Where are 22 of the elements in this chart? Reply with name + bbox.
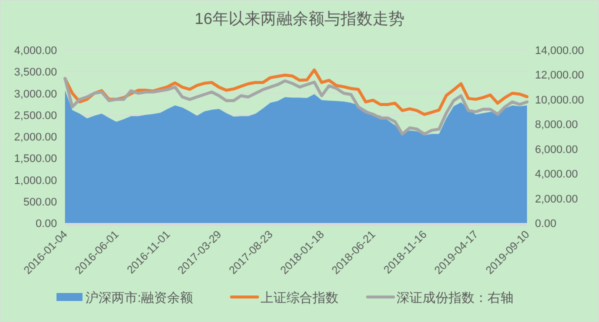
- y-tick-label: 2,500.00: [14, 110, 57, 122]
- y-tick-label: 3,000.00: [14, 88, 57, 100]
- y2-tick-label: 10,000.00: [535, 94, 584, 106]
- y2-tick-label: 14,000.00: [535, 45, 584, 57]
- y2-tick-label: 6,000.00: [535, 144, 578, 156]
- y-tick-label: 4,000.00: [14, 45, 57, 57]
- y2-tick-label: 0.00: [535, 218, 556, 230]
- y2-tick-label: 12,000.00: [535, 70, 584, 82]
- y-tick-label: 2,000.00: [14, 132, 57, 144]
- y2-tick-label: 4,000.00: [535, 168, 578, 181]
- legend-label: 沪深两市:融资余额: [86, 290, 194, 305]
- line-series: [64, 76, 528, 136]
- chart-title: 16年以来两融余额与指数走势: [194, 10, 404, 28]
- y-tick-label: 0.00: [36, 218, 57, 230]
- y-tick-label: 1,000.00: [14, 174, 57, 187]
- y2-tick-label: 2,000.00: [535, 193, 578, 206]
- y-tick-label: 1,500.00: [14, 153, 57, 166]
- y2-tick-label: 8,000.00: [535, 119, 578, 132]
- legend-label: 深证成份指数：右轴: [396, 290, 514, 305]
- y-tick-label: 500.00: [23, 196, 57, 208]
- legend-label: 上证综合指数: [260, 290, 338, 305]
- y-tick-label: 3,500.00: [14, 66, 57, 79]
